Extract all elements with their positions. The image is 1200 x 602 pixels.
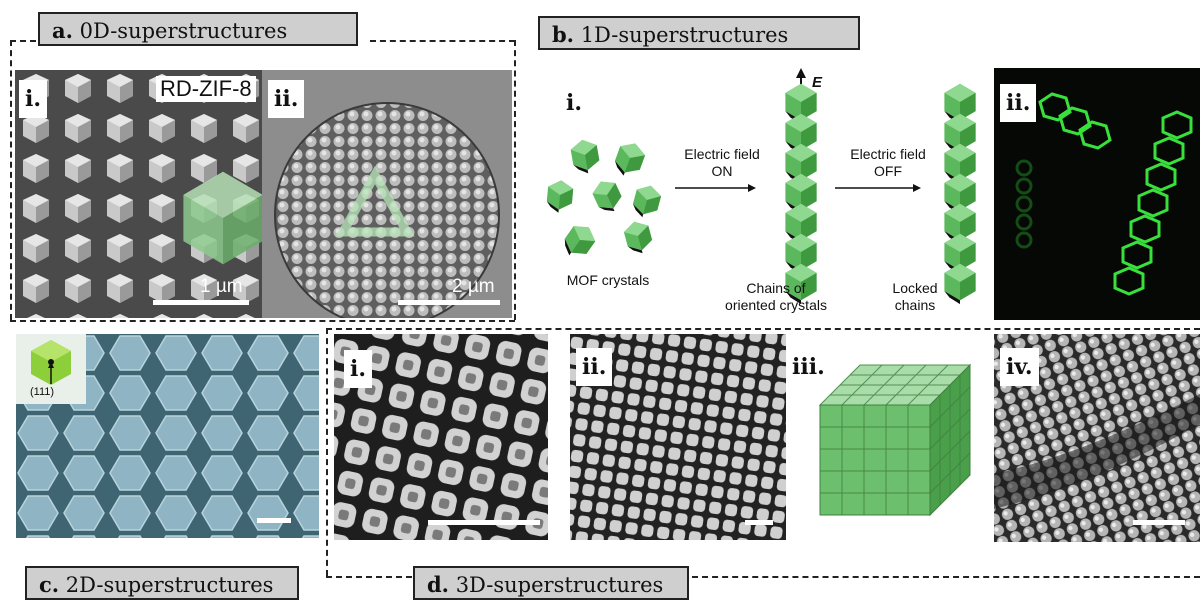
scale-bar-a-i bbox=[153, 300, 249, 305]
field-on-line2: ON bbox=[672, 163, 772, 180]
section-title: 3D-superstructures bbox=[456, 573, 664, 597]
panel-d-tag-i: i. bbox=[344, 350, 372, 388]
frame-d-bottom-right bbox=[692, 576, 1200, 578]
field-off-line1: Electric field bbox=[838, 146, 938, 163]
section-label-a: a. 0D-superstructures bbox=[38, 12, 358, 46]
locked-chains-label: Locked chains bbox=[875, 280, 955, 314]
locked-line2: chains bbox=[875, 297, 955, 314]
field-off-line2: OFF bbox=[838, 163, 938, 180]
electric-field-on-label: Electric field ON bbox=[672, 146, 772, 180]
frame-a-left bbox=[10, 40, 12, 320]
scale-bar-d-ii bbox=[745, 520, 773, 525]
scale-label-a-i: 1 µm bbox=[200, 276, 243, 298]
section-letter: a. bbox=[52, 18, 73, 43]
section-title: 0D-superstructures bbox=[80, 19, 288, 43]
panel-b-tag-ii: ii. bbox=[1000, 84, 1036, 122]
scale-bar-d-iv bbox=[1133, 520, 1185, 525]
scale-label-a-ii: 2 µm bbox=[452, 276, 495, 298]
panel-a-tag-ii: ii. bbox=[268, 80, 304, 118]
frame-d-bottom-left bbox=[326, 576, 412, 578]
panel-d-tag-iv: iv. bbox=[1000, 348, 1039, 386]
scale-bar-c bbox=[257, 518, 291, 523]
section-label-c: c. 2D-superstructures bbox=[25, 566, 299, 600]
panel-d-tag-ii: ii. bbox=[576, 348, 612, 386]
section-letter: d. bbox=[427, 572, 449, 597]
crystal-cube-model bbox=[800, 345, 980, 525]
chains-line2: oriented crystals bbox=[716, 297, 836, 314]
mof-crystals-label: MOF crystals bbox=[553, 272, 663, 289]
frame-a-right bbox=[514, 40, 516, 320]
field-on-line1: Electric field bbox=[672, 146, 772, 163]
facet-label: (111) bbox=[30, 386, 54, 398]
frame-d-left bbox=[326, 328, 328, 576]
frame-a-top-left bbox=[10, 40, 36, 42]
field-arrow-label: E bbox=[812, 74, 822, 91]
section-label-d: d. 3D-superstructures bbox=[413, 566, 689, 600]
frame-a-top-right bbox=[370, 40, 515, 42]
scale-bar-a-ii bbox=[398, 300, 500, 305]
section-letter: b. bbox=[552, 22, 574, 47]
section-letter: c. bbox=[39, 572, 59, 597]
frame-a-bottom bbox=[10, 320, 515, 322]
panel-a-tag-i: i. bbox=[19, 80, 47, 118]
scale-bar-d-i bbox=[428, 520, 540, 525]
section-title: 1D-superstructures bbox=[581, 23, 789, 47]
locked-line1: Locked bbox=[875, 280, 955, 297]
rd-zif8-label: RD-ZIF-8 bbox=[156, 76, 256, 102]
section-title: 2D-superstructures bbox=[66, 573, 274, 597]
chains-label: Chains of oriented crystals bbox=[716, 280, 836, 314]
electric-field-off-label: Electric field OFF bbox=[838, 146, 938, 180]
section-label-b: b. 1D-superstructures bbox=[538, 16, 860, 50]
chains-line1: Chains of bbox=[716, 280, 836, 297]
